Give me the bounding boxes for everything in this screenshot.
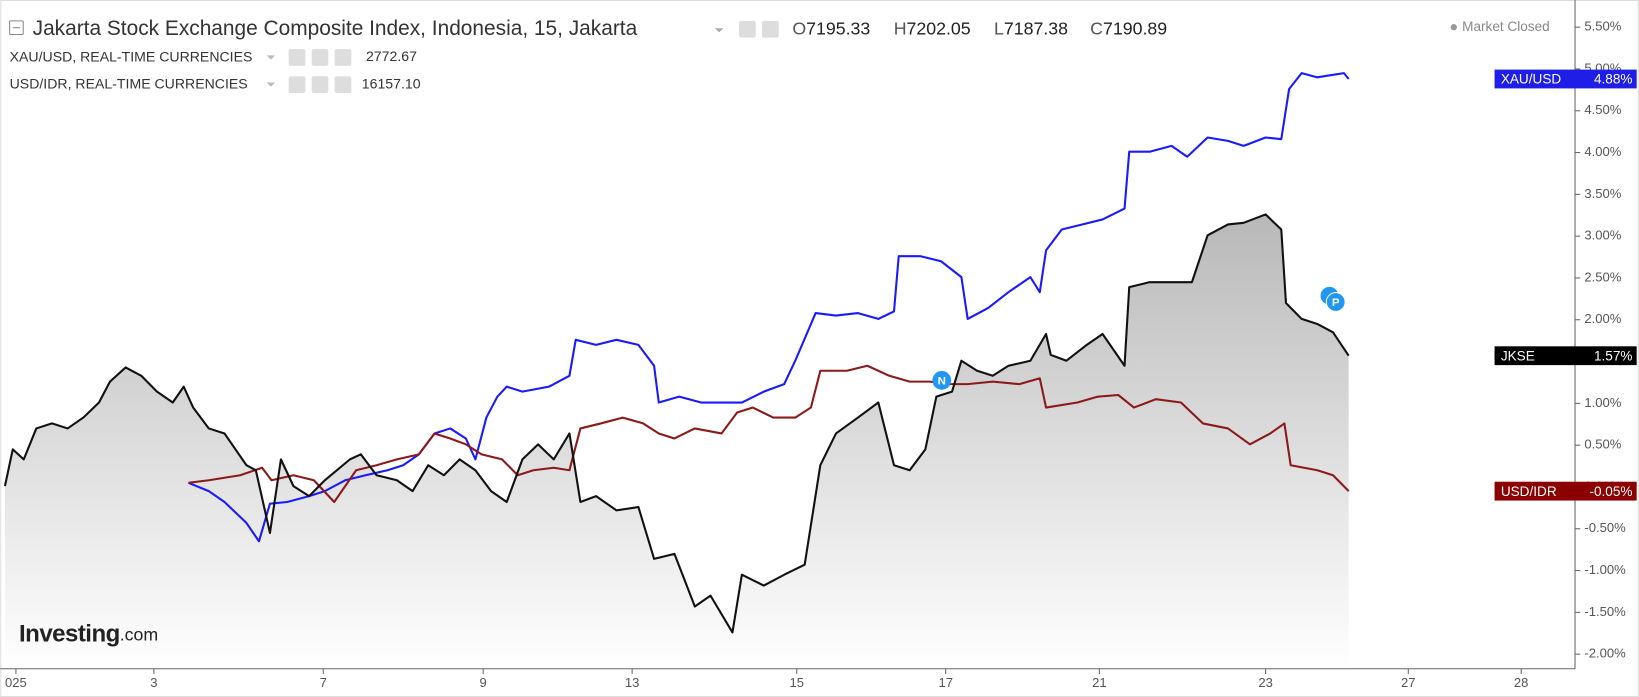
ohlc-key: L bbox=[994, 18, 1004, 38]
last-value-box bbox=[1494, 69, 1637, 89]
legend-source: , REAL-TIME CURRENCIES bbox=[68, 75, 248, 91]
ohlc-value: 7187.38 bbox=[1004, 18, 1068, 38]
logo: Investing.com bbox=[19, 621, 158, 648]
plot-area bbox=[3, 72, 1350, 669]
x-tick-label: 9 bbox=[480, 675, 487, 690]
event-label: N bbox=[938, 375, 946, 387]
y-tick-label: -2.00% bbox=[1584, 646, 1626, 661]
series-line bbox=[188, 72, 1350, 543]
series-line bbox=[3, 213, 1350, 634]
ohlc-item: O7195.33 bbox=[792, 18, 870, 38]
visibility-button[interactable] bbox=[288, 49, 306, 66]
legend-name: XAU/USD bbox=[10, 48, 73, 64]
remove-button[interactable] bbox=[334, 49, 352, 66]
last-value-label: -0.05% bbox=[1589, 484, 1632, 499]
last-value-label: 1.57% bbox=[1594, 348, 1633, 363]
legend-price: 2772.67 bbox=[366, 48, 417, 64]
x-tick-label: 7 bbox=[320, 675, 327, 690]
y-tick-label: -0.50% bbox=[1584, 520, 1626, 535]
legend-source: , REAL-TIME CURRENCIES bbox=[72, 48, 252, 64]
dropdown-caret bbox=[266, 55, 276, 60]
dropdown-caret[interactable] bbox=[715, 28, 724, 33]
last-value-name: XAU/USD bbox=[1501, 72, 1562, 87]
y-tick-label: 4.00% bbox=[1584, 144, 1621, 159]
settings-button[interactable] bbox=[311, 49, 329, 66]
legend-label: USD/IDR, REAL-TIME CURRENCIES bbox=[10, 75, 248, 91]
logo-main: Investing bbox=[19, 621, 120, 648]
ohlc-item: H7202.05 bbox=[894, 18, 971, 38]
event-label: P bbox=[1332, 297, 1340, 309]
y-tick-label: 3.00% bbox=[1584, 228, 1621, 243]
legend-name: USD/IDR bbox=[10, 75, 68, 91]
x-tick-label: 3 bbox=[150, 675, 157, 690]
ohlc-value: 7195.33 bbox=[806, 18, 870, 38]
last-value-name: USD/IDR bbox=[1501, 484, 1557, 499]
dropdown-caret bbox=[266, 82, 276, 87]
x-tick-label: 28 bbox=[1514, 675, 1529, 690]
y-tick-label: 0.50% bbox=[1584, 437, 1621, 452]
x-tick-label: 15 bbox=[790, 675, 805, 690]
x-tick-label: 27 bbox=[1401, 675, 1416, 690]
last-value-box bbox=[1494, 481, 1637, 501]
logo-suffix: .com bbox=[120, 624, 158, 644]
ohlc-key: H bbox=[894, 18, 907, 38]
y-tick-label: 1.00% bbox=[1584, 395, 1621, 410]
axes: 5.50%5.00%4.50%4.00%3.50%3.00%2.50%2.00%… bbox=[5, 19, 1637, 690]
legend: XAU/USD, REAL-TIME CURRENCIES 2772.67USD/… bbox=[10, 48, 421, 94]
legend-label: XAU/USD, REAL-TIME CURRENCIES bbox=[10, 48, 253, 64]
x-tick-label: 13 bbox=[625, 675, 640, 690]
y-tick-label: 2.00% bbox=[1584, 311, 1621, 326]
area bbox=[4, 214, 1349, 669]
ohlc-key: C bbox=[1090, 18, 1103, 38]
visibility-button[interactable] bbox=[739, 20, 756, 38]
settings-button[interactable] bbox=[311, 76, 329, 94]
y-tick-label: 3.50% bbox=[1584, 186, 1621, 201]
last-value-name: JKSE bbox=[1501, 348, 1535, 363]
y-tick-label: 4.50% bbox=[1584, 102, 1621, 117]
series-line bbox=[188, 364, 1350, 504]
ohlc-key: O bbox=[792, 18, 806, 38]
legend-price: 16157.10 bbox=[362, 75, 421, 91]
ohlc-value: 7202.05 bbox=[907, 18, 971, 38]
x-tick-label: 025 bbox=[5, 675, 27, 690]
ohlc-value: 7190.89 bbox=[1103, 18, 1167, 38]
visibility-button[interactable] bbox=[288, 76, 306, 94]
y-tick-label: -1.50% bbox=[1584, 604, 1626, 619]
last-value-label: 4.88% bbox=[1594, 72, 1633, 87]
ohlc-values: O7195.33 H7202.05 L7187.38 C7190.89 bbox=[792, 18, 1167, 38]
settings-button[interactable] bbox=[762, 20, 779, 38]
market-status: Market Closed bbox=[1462, 19, 1550, 34]
last-value-box bbox=[1494, 346, 1637, 366]
ohlc-item: C7190.89 bbox=[1090, 18, 1167, 38]
x-tick-label: 21 bbox=[1092, 675, 1107, 690]
remove-button[interactable] bbox=[334, 76, 352, 94]
x-tick-label: 17 bbox=[938, 675, 953, 690]
event-marker[interactable] bbox=[932, 370, 952, 390]
x-tick-label: 23 bbox=[1258, 675, 1273, 690]
ohlc-item: L7187.38 bbox=[994, 18, 1068, 38]
y-tick-label: -1.00% bbox=[1584, 562, 1626, 577]
event-marker[interactable] bbox=[1325, 292, 1346, 312]
y-tick-label: 5.50% bbox=[1584, 19, 1621, 34]
y-tick-label: 2.50% bbox=[1584, 269, 1621, 284]
status-dot bbox=[1450, 24, 1457, 31]
chart-title: Jakarta Stock Exchange Composite Index, … bbox=[33, 17, 638, 40]
collapse-button[interactable] bbox=[9, 20, 24, 36]
